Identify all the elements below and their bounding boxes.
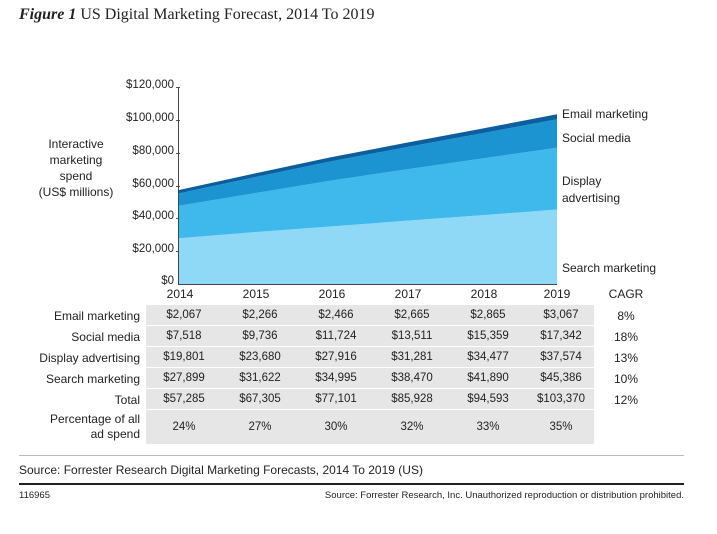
row-label: Display advertising bbox=[39, 351, 140, 365]
table-cell: $19,801 bbox=[163, 351, 205, 363]
table-row-bg bbox=[146, 305, 594, 325]
table-cell: $2,865 bbox=[470, 309, 506, 321]
table-cell: $37,574 bbox=[540, 351, 582, 363]
table-cell: $34,995 bbox=[315, 372, 357, 384]
y-tick-label: $120,000 bbox=[126, 79, 174, 91]
table-cell: $45,386 bbox=[540, 372, 582, 384]
table-row-bg bbox=[146, 326, 594, 346]
pct-cell: 27% bbox=[248, 421, 272, 433]
copyright-note: Source: Forrester Research, Inc. Unautho… bbox=[324, 490, 684, 501]
table-cell: $13,511 bbox=[391, 330, 433, 342]
figure-number: Figure 1 bbox=[19, 6, 77, 23]
table-cell: $34,477 bbox=[467, 351, 509, 363]
row-label: Email marketing bbox=[53, 309, 140, 323]
y-tick-label: $100,000 bbox=[126, 112, 174, 124]
cagr-cell: 18% bbox=[613, 330, 639, 344]
table-cell: $67,305 bbox=[239, 393, 281, 405]
legend-social-media: Social media bbox=[562, 131, 631, 145]
table-row-bg bbox=[146, 347, 594, 367]
table-cell: $2,466 bbox=[318, 309, 354, 321]
table-cell: $31,281 bbox=[391, 351, 433, 363]
cagr-header: CAGR bbox=[608, 287, 644, 301]
legend-display-line-2: advertising bbox=[562, 191, 621, 205]
source-note: Source: Forrester Research Digital Marke… bbox=[19, 463, 423, 477]
table-cell: $103,370 bbox=[537, 393, 585, 405]
table-row-bg bbox=[146, 389, 594, 409]
year-header: 2016 bbox=[318, 287, 346, 301]
table-cell: $57,285 bbox=[163, 393, 205, 405]
table-cell: $17,342 bbox=[540, 330, 582, 342]
y-axis-line bbox=[178, 87, 179, 285]
y-tick-label: $0 bbox=[161, 275, 174, 287]
y-axis-label-line-1: Interactive bbox=[48, 137, 104, 151]
y-tick-label: $40,000 bbox=[132, 210, 174, 222]
year-header: 2014 bbox=[166, 287, 194, 301]
pct-cell: 24% bbox=[172, 421, 196, 433]
table-cell: $94,593 bbox=[467, 393, 509, 405]
table-cell: $7,518 bbox=[166, 330, 202, 342]
y-axis-label-line-2: marketing bbox=[49, 153, 103, 167]
cagr-cell: 13% bbox=[613, 351, 639, 365]
figure-title-text: US Digital Marketing Forecast, 2014 To 2… bbox=[80, 6, 375, 23]
divider bbox=[19, 455, 684, 456]
table-cell: $23,680 bbox=[239, 351, 281, 363]
table-row-bg bbox=[146, 410, 594, 444]
legend-display-advertising: Display advertising bbox=[562, 173, 620, 207]
legend-email-marketing: Email marketing bbox=[562, 107, 649, 121]
year-header: 2018 bbox=[470, 287, 498, 301]
y-axis-label-line-4: (US$ millions) bbox=[38, 185, 114, 199]
pct-cell: 33% bbox=[476, 421, 500, 433]
legend-display-line-1: Display bbox=[562, 174, 602, 188]
divider bbox=[19, 483, 684, 485]
table-cell: $2,665 bbox=[394, 309, 430, 321]
area-social-media bbox=[179, 119, 557, 206]
cagr-cell: 8% bbox=[617, 309, 635, 323]
y-tick-label: $80,000 bbox=[132, 145, 174, 157]
table-cell: $38,470 bbox=[391, 372, 433, 384]
table-cell: $27,916 bbox=[315, 351, 357, 363]
pct-cell: 32% bbox=[400, 421, 424, 433]
year-header: 2017 bbox=[394, 287, 422, 301]
y-axis-label-line-3: spend bbox=[59, 169, 93, 183]
table-cell: $15,359 bbox=[467, 330, 509, 342]
area-display-advertising bbox=[179, 147, 557, 239]
row-label: Social media bbox=[71, 330, 140, 344]
row-label: Total bbox=[114, 393, 140, 407]
table-cell: $27,899 bbox=[163, 372, 205, 384]
table-cell: $77,101 bbox=[315, 393, 357, 405]
table-cell: $9,736 bbox=[242, 330, 278, 342]
table-cell: $2,067 bbox=[166, 309, 202, 321]
area-email-marketing bbox=[179, 114, 557, 194]
table-cell: $2,266 bbox=[242, 309, 278, 321]
pct-row-label-line-1: Percentage of all bbox=[49, 412, 140, 426]
table-cell: $11,724 bbox=[315, 330, 357, 342]
table-cell: $41,890 bbox=[467, 372, 509, 384]
pct-cell: 35% bbox=[549, 421, 573, 433]
x-axis-line bbox=[178, 284, 557, 285]
pct-row-label: Percentage of all ad spend bbox=[0, 412, 140, 442]
area-search-marketing bbox=[179, 209, 557, 284]
cagr-cell: 10% bbox=[613, 372, 639, 386]
y-tick-label: $60,000 bbox=[132, 178, 174, 190]
year-header: 2019 bbox=[543, 287, 571, 301]
figure-id: 116965 bbox=[19, 490, 50, 501]
table-row-bg bbox=[146, 368, 594, 388]
legend-search-marketing: Search marketing bbox=[562, 261, 657, 275]
figure-title: Figure 1 US Digital Marketing Forecast, … bbox=[19, 6, 374, 24]
y-axis-label: Interactive marketing spend (US$ million… bbox=[28, 136, 124, 200]
pct-cell: 30% bbox=[324, 421, 348, 433]
pct-row-label-line-2: ad spend bbox=[90, 427, 140, 441]
table-cell: $3,067 bbox=[543, 309, 579, 321]
year-header: 2015 bbox=[242, 287, 270, 301]
y-tick-label: $20,000 bbox=[132, 243, 174, 255]
table-cell: $31,622 bbox=[239, 372, 281, 384]
table-cell: $85,928 bbox=[391, 393, 433, 405]
cagr-cell: 12% bbox=[613, 393, 639, 407]
row-label: Search marketing bbox=[45, 372, 140, 386]
